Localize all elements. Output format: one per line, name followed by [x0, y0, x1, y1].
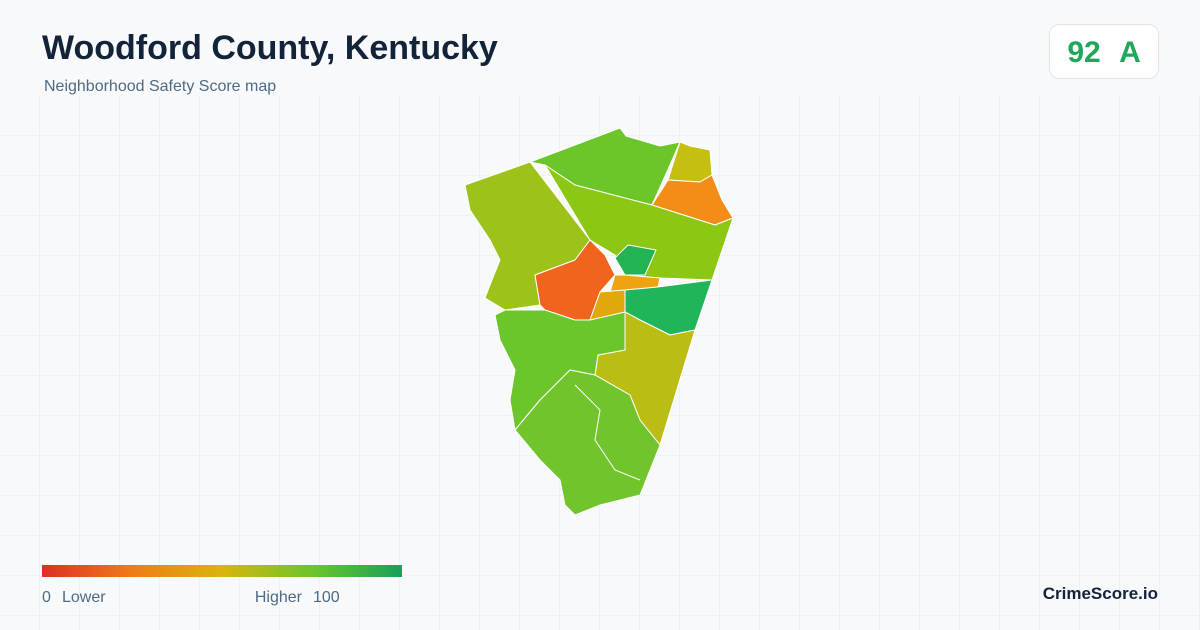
score-value: 92 [1067, 36, 1100, 69]
score-grade: A [1119, 36, 1141, 69]
legend-bar [42, 565, 402, 577]
title: Woodford County, Kentucky [42, 29, 498, 67]
score-badge [1049, 24, 1159, 79]
brand: CrimeScore.io [1043, 584, 1158, 603]
legend-min: 0 [42, 589, 51, 606]
county-map [464, 127, 734, 516]
legend-max-label: Higher [255, 589, 303, 606]
region-border [574, 384, 641, 481]
legend-max: 100 [313, 589, 340, 606]
legend-min-label: Lower [62, 589, 106, 606]
subtitle: Neighborhood Safety Score map [44, 78, 276, 95]
region [614, 244, 657, 276]
region [514, 369, 661, 516]
